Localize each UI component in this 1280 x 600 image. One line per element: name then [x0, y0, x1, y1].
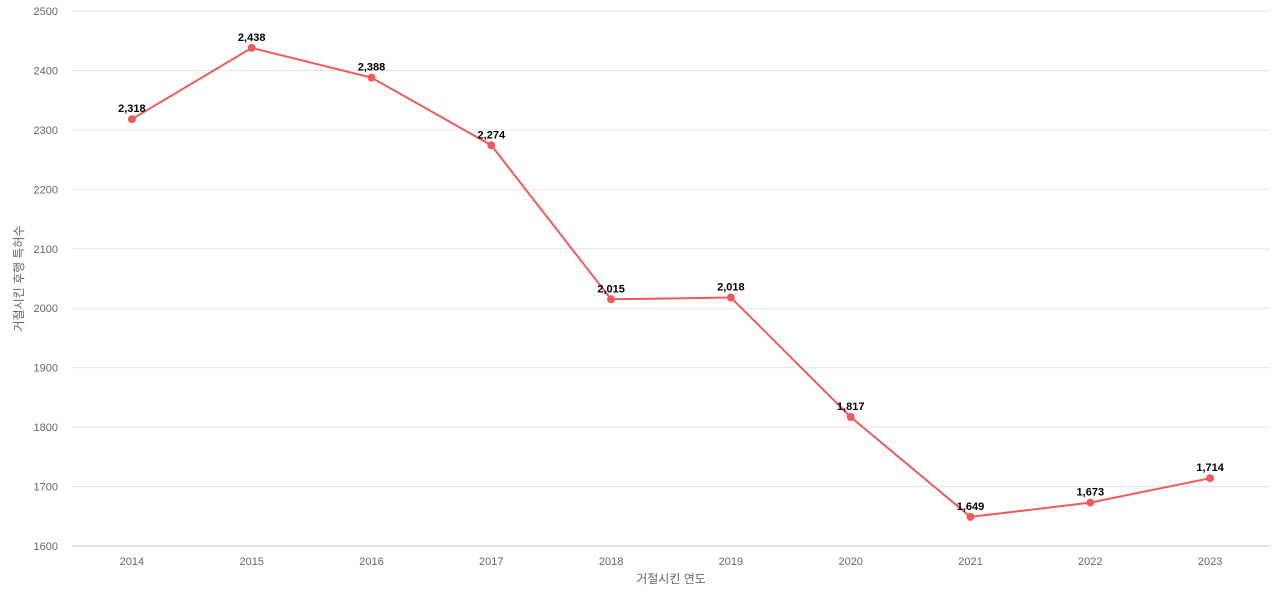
y-tick-label: 2300	[34, 125, 58, 137]
x-tick-label: 2018	[599, 556, 623, 568]
data-point[interactable]	[1206, 474, 1215, 483]
data-label: 1,817	[837, 401, 865, 413]
series-layer	[127, 43, 1215, 521]
x-tick-label: 2022	[1078, 556, 1102, 568]
y-tick-label: 1600	[34, 541, 58, 553]
x-tick-label: 2019	[719, 556, 743, 568]
x-tick-label: 2023	[1198, 556, 1222, 568]
data-point[interactable]	[127, 115, 136, 124]
data-point[interactable]	[607, 295, 616, 304]
x-tick-label: 2020	[838, 556, 862, 568]
y-axis-title: 거절시킨 후행 특허수	[11, 225, 26, 331]
data-point[interactable]	[487, 141, 496, 150]
data-labels: 2,318 2,438 2,388 2,274 2,015 2,018 1,817 1,649…	[118, 32, 1225, 513]
x-tick-label: 2017	[479, 556, 503, 568]
data-label: 2,274	[478, 129, 506, 141]
data-point[interactable]	[966, 512, 975, 521]
data-label: 1,673	[1077, 487, 1105, 499]
data-point[interactable]	[1086, 498, 1095, 507]
data-label: 2,318	[118, 103, 146, 115]
data-label: 2,015	[597, 283, 625, 295]
x-axis-ticks: 2014 2015 2016 2017 2018 2019 2020 2021 2022 2023	[120, 556, 1223, 568]
y-tick-label: 1900	[34, 363, 58, 375]
data-label: 2,018	[717, 282, 745, 294]
data-label: 1,714	[1196, 462, 1224, 474]
data-label: 2,438	[238, 32, 266, 44]
data-point[interactable]	[247, 43, 256, 52]
gridlines	[72, 10, 1270, 488]
y-tick-label: 1700	[34, 482, 58, 494]
y-tick-label: 2400	[34, 65, 58, 77]
y-tick-label: 2200	[34, 184, 58, 196]
y-tick-label: 2500	[34, 6, 58, 18]
y-tick-label: 2000	[34, 303, 58, 315]
data-point[interactable]	[726, 293, 735, 302]
x-tick-label: 2021	[958, 556, 982, 568]
x-tick-label: 2016	[359, 556, 383, 568]
series-line	[130, 46, 1212, 518]
x-tick-label: 2014	[120, 556, 144, 568]
data-label: 2,388	[358, 62, 386, 74]
data-point[interactable]	[846, 413, 855, 422]
y-axis-ticks: 1600 1700 1800 1900 2000 2100 2200 2300 2400 2500	[34, 6, 58, 553]
y-tick-label: 1800	[34, 422, 58, 434]
y-tick-label: 2100	[34, 244, 58, 256]
data-label: 1,649	[957, 501, 985, 513]
x-axis-title: 거절시킨 연도	[636, 572, 706, 586]
x-tick-label: 2015	[239, 556, 263, 568]
data-point[interactable]	[367, 73, 376, 82]
